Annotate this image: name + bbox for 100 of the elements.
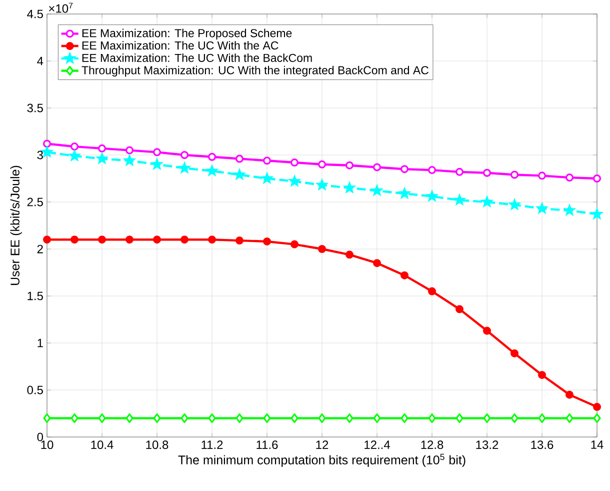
x-tick-label: 14: [591, 440, 604, 449]
point: [400, 165, 408, 174]
x-tick-label: 12.8: [421, 440, 444, 450]
point: [290, 240, 299, 248]
y-tick-label: 1: [38, 338, 43, 348]
point: [232, 168, 246, 180]
point: [590, 207, 604, 220]
point: [180, 236, 189, 244]
point: [346, 413, 354, 423]
point: [373, 259, 382, 268]
x-tick-label: 13.6: [531, 440, 554, 450]
point: [126, 413, 134, 423]
point: [428, 413, 436, 423]
x-tick-label: 11.6: [256, 440, 278, 450]
y-tick-label: 3.5: [27, 104, 43, 112]
point: [456, 168, 464, 176]
point: [483, 413, 491, 423]
point: [483, 326, 492, 335]
point: [398, 186, 412, 200]
y-tick-label: 2: [37, 244, 43, 254]
point: [373, 413, 381, 423]
point: [126, 146, 134, 154]
point: [566, 174, 574, 182]
point: [98, 144, 106, 152]
point: [70, 413, 78, 423]
point: [538, 413, 546, 423]
y-tick-label: 2.5: [27, 198, 43, 206]
point: [346, 250, 354, 259]
point: [346, 161, 354, 170]
point: [153, 413, 161, 423]
x-tick-label: 12..4: [364, 440, 390, 449]
point: [236, 236, 244, 245]
x-tick-label: 12: [316, 440, 328, 449]
point: [510, 413, 518, 423]
point: [428, 166, 436, 174]
point: [208, 236, 216, 244]
point: [122, 154, 136, 166]
point: [510, 349, 519, 358]
point: [288, 174, 302, 187]
point: [593, 174, 602, 182]
point: [400, 271, 408, 280]
point: [70, 236, 79, 244]
point: [153, 148, 161, 156]
point: [208, 152, 216, 161]
point: [318, 413, 326, 423]
point: [400, 413, 408, 423]
point: [593, 413, 601, 423]
point: [236, 413, 244, 423]
point: [43, 413, 51, 423]
point: [373, 163, 382, 172]
point: [263, 237, 271, 246]
point: [178, 161, 192, 174]
point: [236, 154, 244, 163]
x-axis-title: The minimum computation bits requirement (10$^{5}$ bit): [178, 454, 466, 467]
legend-label: EE Maximization: The UC With the BackCom: [82, 54, 312, 62]
y-axis-title: User EE (kbit/s/Joule): [10, 166, 22, 285]
point: [208, 413, 216, 423]
point: [290, 158, 299, 167]
point: [562, 203, 576, 216]
point: [342, 180, 356, 194]
y-tick-label: 4: [37, 56, 44, 66]
y-tick-label: 1.5: [28, 292, 43, 300]
legend-label: Throughput Maximization: UC With the integrated BackCom and AC: [82, 66, 428, 77]
point: [290, 413, 298, 423]
point: [480, 195, 494, 208]
x-tick-label: 11.2: [202, 440, 223, 449]
point: [318, 160, 326, 168]
point: [510, 170, 519, 179]
point: [205, 164, 219, 177]
point: [263, 413, 271, 423]
point: [318, 245, 326, 253]
point: [263, 156, 271, 165]
point: [483, 168, 492, 177]
point: [150, 157, 164, 170]
point: [566, 413, 574, 423]
y-tick-label: 3: [37, 150, 43, 160]
point: [535, 202, 549, 214]
point: [428, 287, 436, 296]
point: [260, 172, 274, 184]
point: [315, 178, 329, 191]
point: [508, 198, 522, 210]
point: [43, 236, 51, 244]
x-tick-label: 10: [41, 440, 54, 450]
point: [126, 236, 134, 244]
point: [180, 151, 189, 160]
point: [180, 413, 188, 423]
point: [98, 413, 106, 423]
point: [452, 193, 466, 206]
x-tick-label: 13.2: [476, 440, 498, 450]
point: [98, 236, 106, 244]
y-tick-label: 0.5: [27, 386, 43, 394]
point: [456, 305, 464, 314]
legend-label: EE Maximization: The Proposed Scheme: [82, 28, 292, 40]
legend-label: EE Maximization: The UC With the AC: [82, 41, 278, 50]
point: [538, 172, 546, 180]
x-tick-label: 10.4: [91, 440, 114, 450]
point: [370, 184, 384, 196]
point: [566, 390, 574, 399]
point: [70, 142, 79, 151]
text: ×10$^{7}$: [49, 2, 73, 13]
